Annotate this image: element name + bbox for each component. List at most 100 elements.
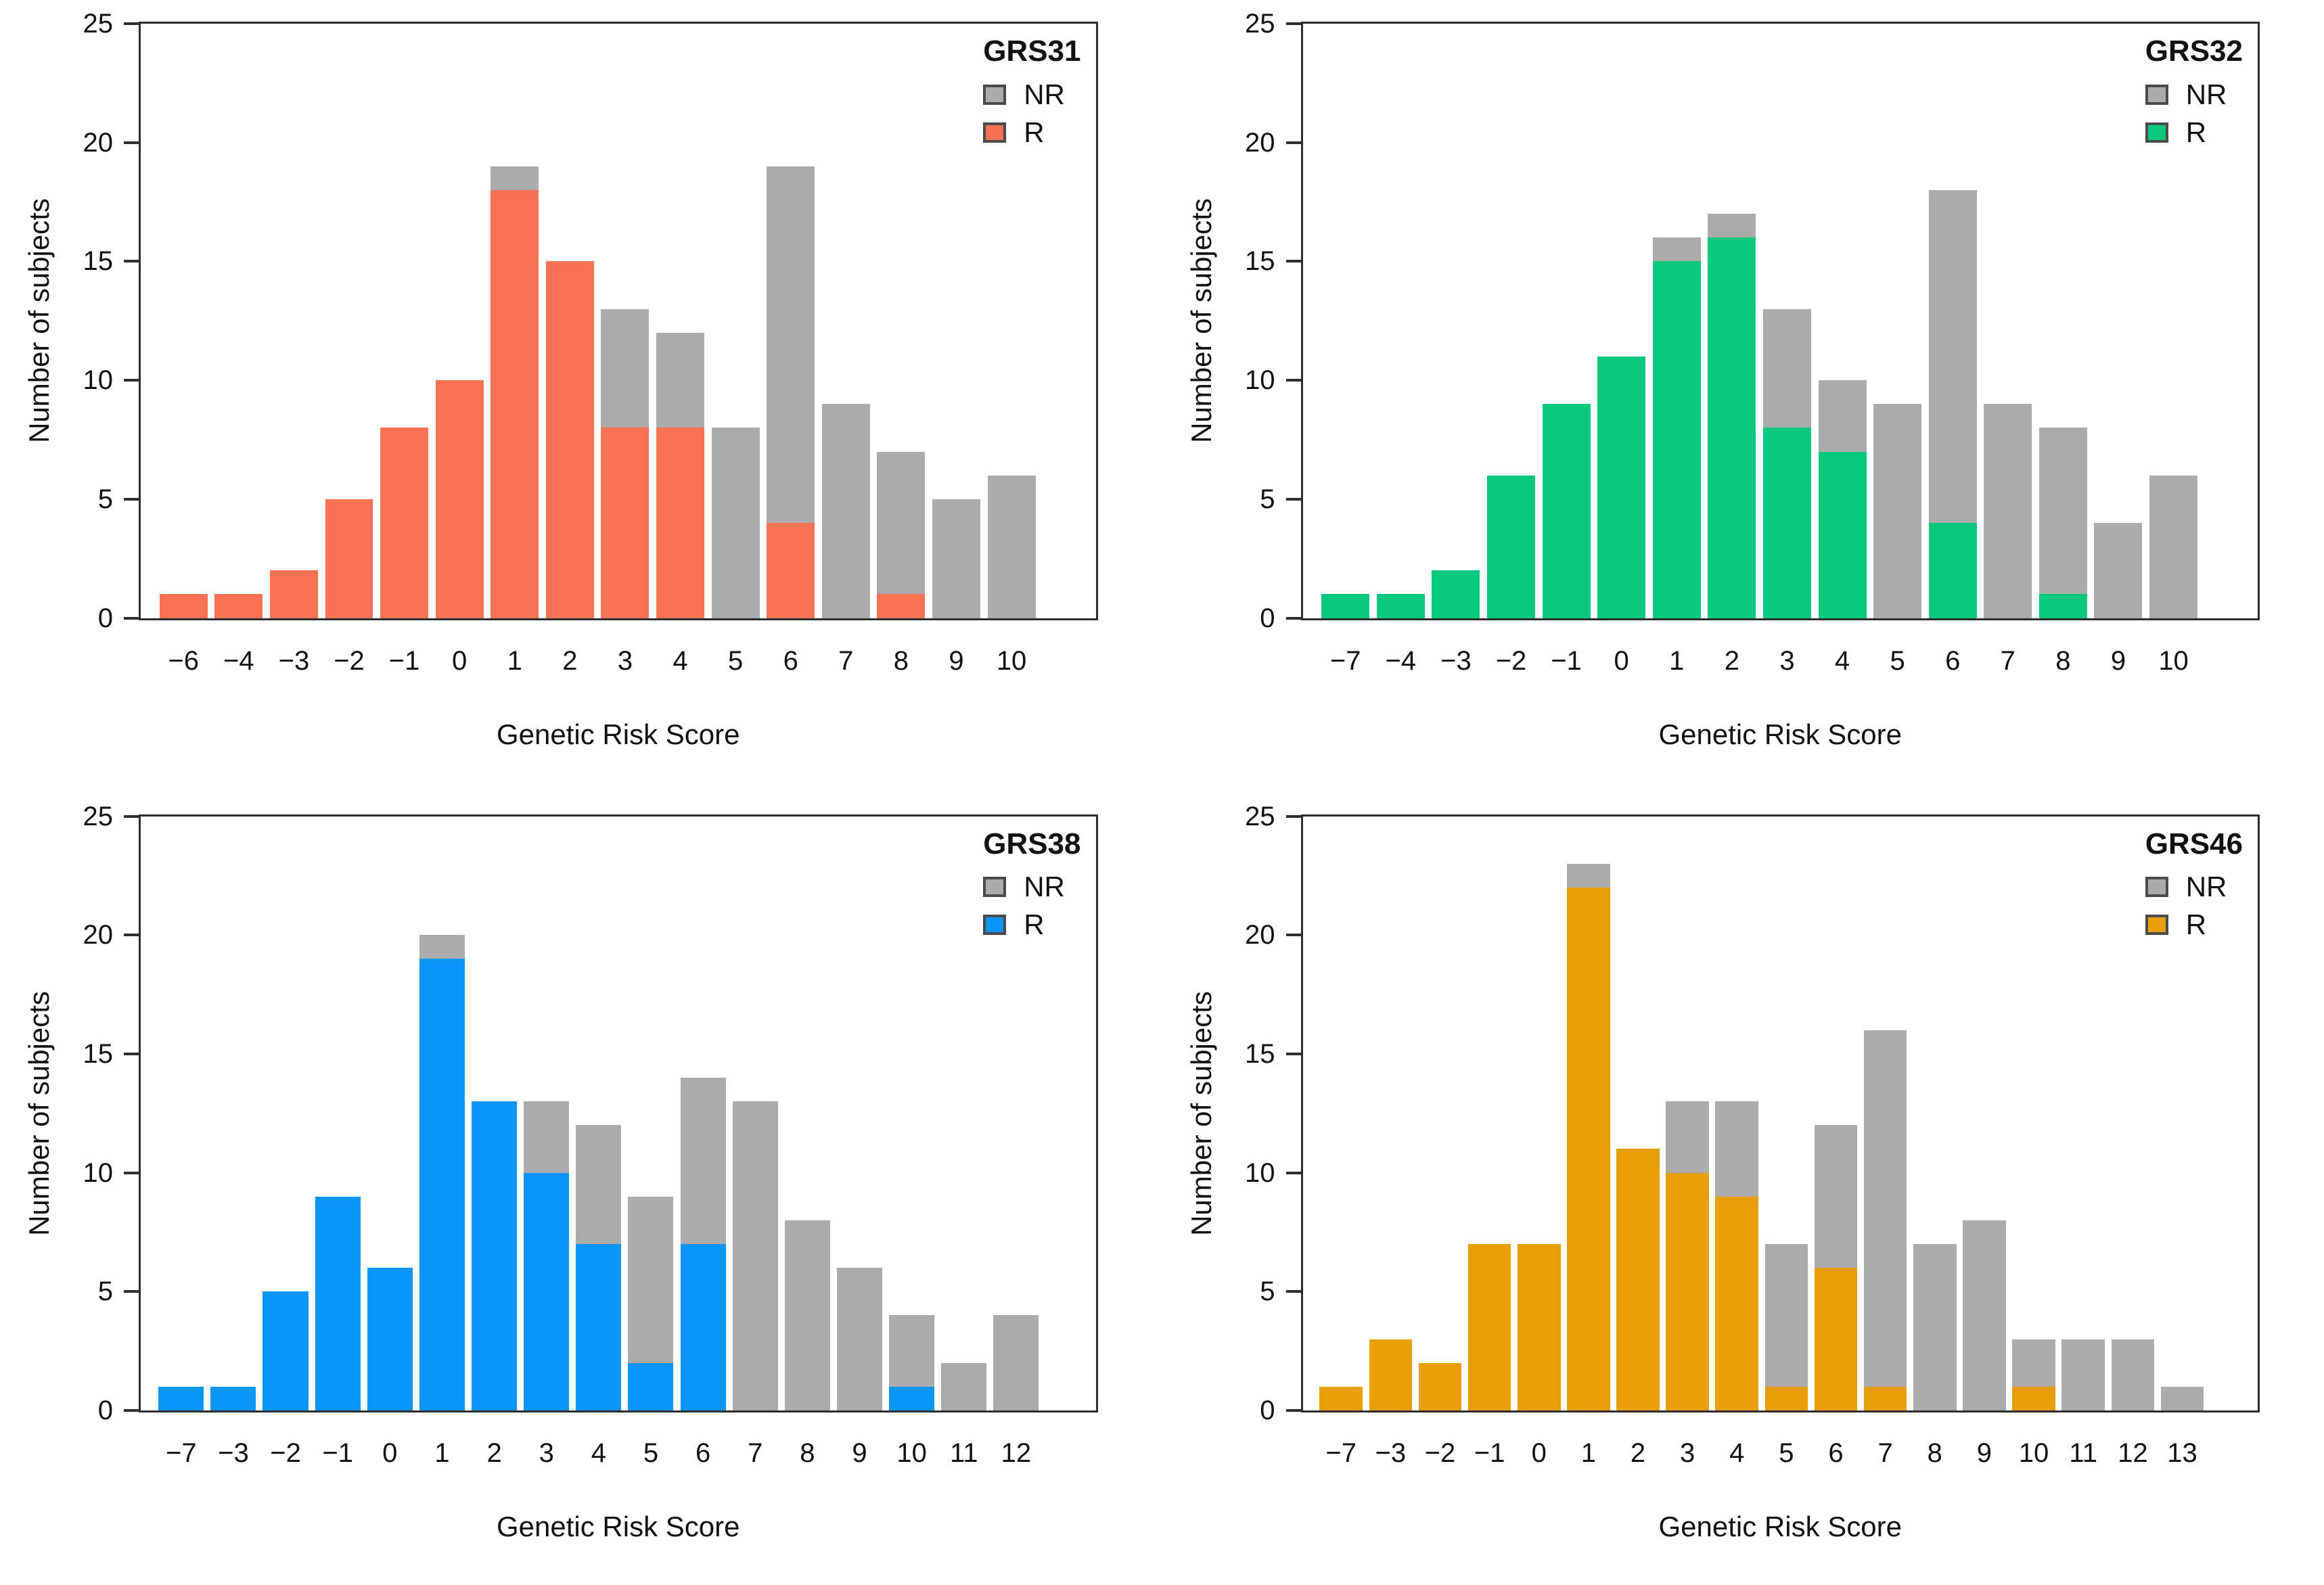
bar-r-segment <box>1616 1149 1660 1410</box>
x-axis-tick-label: −6 <box>168 645 200 676</box>
bar-nr-segment <box>2094 522 2143 618</box>
y-axis-tick <box>1285 497 1301 501</box>
x-axis-tick-label: 4 <box>1729 1438 1745 1468</box>
x-axis-tick-label: 8 <box>1927 1438 1942 1468</box>
x-axis-tick-label: 1 <box>434 1438 450 1468</box>
bar-r-segment <box>2038 594 2087 618</box>
bar-r-segment <box>380 428 429 618</box>
x-axis-tick-label: 9 <box>2110 645 2126 676</box>
legend-title: GRS38 <box>983 827 1081 860</box>
bar-nr-segment <box>1567 863 1610 888</box>
x-axis-tick-label: 0 <box>1531 1438 1547 1468</box>
bar-nr-segment <box>784 1220 830 1410</box>
legend: GRS46 NR R <box>2145 827 2243 944</box>
x-axis-tick-label: 9 <box>949 645 964 676</box>
y-axis-tick-label: 15 <box>83 246 114 277</box>
bar-nr-segment <box>1913 1244 1957 1410</box>
x-axis-tick-label: 10 <box>2158 645 2189 676</box>
legend-label: NR <box>2185 871 2227 903</box>
x-axis-tick-label: 7 <box>1877 1438 1893 1468</box>
y-axis-tick <box>124 497 139 501</box>
bar-r-segment <box>1517 1244 1561 1410</box>
x-axis-tick-label: 4 <box>1834 645 1850 676</box>
y-axis-tick-label: 25 <box>83 801 114 831</box>
y-axis-tick-label: 25 <box>1245 801 1275 831</box>
x-axis-tick-label: −2 <box>334 645 365 676</box>
legend: GRS38 NR R <box>983 827 1081 944</box>
bar-r-segment <box>1369 1339 1413 1410</box>
y-axis-tick <box>1285 1290 1301 1293</box>
legend-item-nr: NR <box>2145 78 2227 110</box>
x-axis-tick-label: 10 <box>996 645 1027 676</box>
y-axis-tick-label: 20 <box>1245 920 1275 950</box>
bar-nr-segment <box>1764 1244 1808 1387</box>
bar-r-segment <box>1708 237 1756 618</box>
legend-label: R <box>1024 116 1045 148</box>
x-axis-tick-label: −1 <box>388 645 420 676</box>
x-axis-tick-label: −2 <box>1424 1438 1456 1468</box>
bar-nr-segment <box>1928 190 1977 523</box>
legend-item-r: R <box>2145 911 2206 939</box>
y-axis-tick-label: 0 <box>1260 603 1275 633</box>
bar-nr-segment <box>836 1268 883 1410</box>
legend-label: R <box>1024 909 1045 941</box>
x-axis-tick-label: 8 <box>800 1438 815 1468</box>
legend-label: R <box>2185 116 2207 148</box>
bar-nr-segment <box>711 428 760 618</box>
legend-key-r <box>2145 915 2168 936</box>
legend-item-r: R <box>2145 118 2206 147</box>
legend-key-nr <box>983 877 1007 898</box>
y-axis-tick <box>124 934 139 937</box>
bar-nr-segment <box>1814 1125 1858 1268</box>
bar-r-segment <box>263 1291 309 1410</box>
y-axis-tick <box>1285 22 1301 25</box>
y-axis-tick <box>124 1290 139 1293</box>
x-axis-tick-label: 5 <box>728 645 744 676</box>
bar-r-segment <box>524 1172 570 1410</box>
y-axis-tick <box>124 260 139 263</box>
bar-r-segment <box>1467 1244 1511 1410</box>
x-axis-tick-label: 0 <box>452 645 468 676</box>
bar-nr-segment <box>1666 1101 1709 1173</box>
bar-r-segment <box>628 1362 674 1410</box>
y-axis-tick-label: 20 <box>83 127 114 158</box>
bar-nr-segment <box>1818 380 1867 452</box>
y-axis-tick-label: 15 <box>1245 1038 1275 1069</box>
panel-grs46: GRS46 NR R −7 −3 −2 −1 0 1 2 3 4 5 6 7 8 9 10 11 12 13 0 5 10 15… <box>1162 793 2324 1585</box>
x-axis-tick-label: 5 <box>643 1438 659 1468</box>
bar-r-segment <box>435 380 484 618</box>
bar-r-segment <box>2012 1386 2055 1410</box>
y-axis-tick <box>1285 1052 1301 1055</box>
y-axis-tick-label: 0 <box>97 1396 113 1425</box>
x-axis-title: Genetic Risk Score <box>497 718 740 750</box>
legend-key-nr <box>2145 877 2168 898</box>
bar-r-segment <box>1764 1386 1808 1410</box>
y-axis-tick-label: 0 <box>97 603 113 633</box>
x-axis-tick-label: 13 <box>2167 1438 2197 1468</box>
bar-nr-segment <box>656 332 704 428</box>
x-axis-tick-label: 1 <box>1669 645 1685 676</box>
y-axis-tick <box>124 814 139 818</box>
bar-nr-segment <box>2149 475 2198 618</box>
bar-r-segment <box>1863 1386 1907 1410</box>
y-axis-tick-label: 15 <box>83 1038 114 1069</box>
legend-label: NR <box>2185 78 2227 110</box>
x-axis-tick-label: 6 <box>783 645 798 676</box>
plot-area: GRS32 NR R <box>1300 22 2260 620</box>
bar-r-segment <box>472 1101 518 1410</box>
y-axis-tick-label: 25 <box>83 9 114 39</box>
bar-r-segment <box>1652 261 1701 618</box>
y-axis-tick-label: 5 <box>97 484 113 514</box>
bar-nr-segment <box>1715 1101 1759 1197</box>
y-axis-tick-label: 0 <box>1260 1396 1275 1425</box>
x-axis-tick-label: 7 <box>748 1438 763 1468</box>
x-axis-title: Genetic Risk Score <box>497 1511 740 1542</box>
bar-r-segment <box>419 959 465 1410</box>
y-axis-tick-label: 10 <box>83 365 114 396</box>
x-axis-tick-label: 7 <box>2000 645 2015 676</box>
x-axis-tick-label: 6 <box>695 1438 711 1468</box>
x-axis-title: Genetic Risk Score <box>1658 1511 1902 1542</box>
legend-title: GRS46 <box>2145 827 2243 860</box>
bar-nr-segment <box>767 166 815 523</box>
legend-key-nr <box>2145 84 2168 105</box>
